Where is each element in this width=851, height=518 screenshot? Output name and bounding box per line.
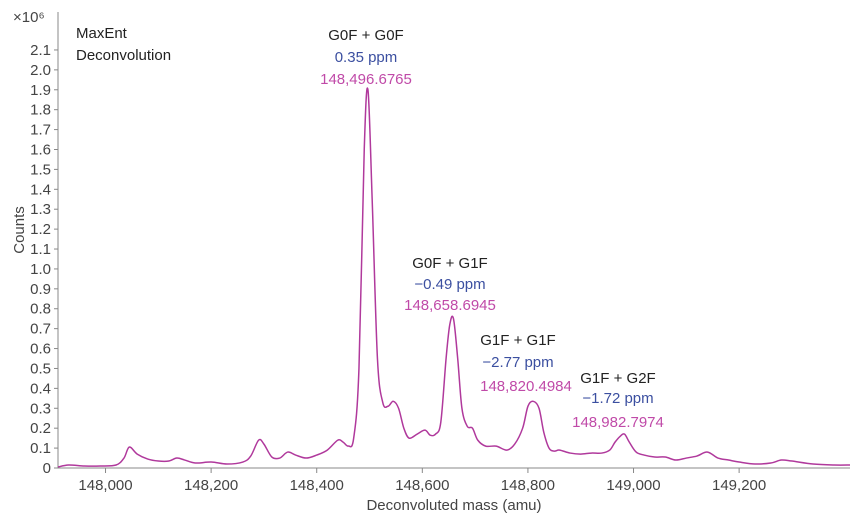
- inset-text-line-1: MaxEnt: [76, 25, 128, 42]
- y-tick-label: 1.0: [30, 261, 51, 278]
- peak-2-mass: 148,658.6945: [404, 297, 496, 314]
- x-tick-label: 149,000: [606, 477, 660, 494]
- peak-4-mass: 148,982.7974: [572, 414, 664, 431]
- peak-1-mass: 148,496.6765: [320, 71, 412, 88]
- peak-2-ppm: −0.49 ppm: [414, 276, 485, 293]
- peak-1-label: G0F + G0F: [328, 27, 403, 44]
- peak-annotation-2: G0F + G1F −0.49 ppm 148,658.6945: [404, 255, 496, 314]
- y-tick-label: 1.8: [30, 102, 51, 119]
- peak-4-label: G1F + G2F: [580, 370, 655, 387]
- peak-4-ppm: −1.72 ppm: [582, 390, 653, 407]
- y-tick-label: 0.6: [30, 341, 51, 358]
- y-tick-label: 0.1: [30, 440, 51, 457]
- y-tick-label: 0.2: [30, 420, 51, 437]
- x-axis-ticks: 148,000 148,200 148,400 148,600 148,800 149,0…: [78, 468, 766, 494]
- inset-text-line-2: Deconvolution: [76, 47, 171, 64]
- y-multiplier-label: ×10⁶: [13, 9, 45, 26]
- y-tick-label: 2.0: [30, 62, 51, 79]
- y-axis-title: Counts: [11, 206, 28, 254]
- y-tick-label: 0.7: [30, 321, 51, 338]
- y-tick-label: 0.8: [30, 301, 51, 318]
- peak-1-ppm: 0.35 ppm: [335, 49, 398, 66]
- x-tick-label: 148,000: [78, 477, 132, 494]
- x-tick-label: 148,800: [501, 477, 555, 494]
- y-axis-ticks: 0 0.1 0.2 0.3 0.4 0.5 0.6 0.7 0.8 0.9 1.0 1.1 1.2 1.3…: [30, 42, 58, 477]
- peak-3-label: G1F + G1F: [480, 332, 555, 349]
- y-tick-label: 1.4: [30, 181, 51, 198]
- peak-3-ppm: −2.77 ppm: [482, 354, 553, 371]
- x-tick-label: 148,400: [290, 477, 344, 494]
- peak-2-label: G0F + G1F: [412, 255, 487, 272]
- peak-annotation-3: G1F + G1F −2.77 ppm 148,820.4984: [480, 332, 572, 395]
- x-tick-label: 148,600: [395, 477, 449, 494]
- y-tick-label: 1.7: [30, 122, 51, 139]
- y-tick-label: 1.1: [30, 241, 51, 258]
- y-tick-label: 0.9: [30, 281, 51, 298]
- y-tick-label: 0.5: [30, 360, 51, 377]
- y-tick-label: 2.1: [30, 42, 51, 59]
- y-tick-label: 1.2: [30, 221, 51, 238]
- peak-annotation-1: G0F + G0F 0.35 ppm 148,496.6765: [320, 27, 412, 88]
- y-tick-label: 0: [43, 460, 51, 477]
- x-tick-label: 148,200: [184, 477, 238, 494]
- peak-annotation-4: G1F + G2F −1.72 ppm 148,982.7974: [572, 370, 664, 431]
- y-tick-label: 0.4: [30, 380, 51, 397]
- y-tick-label: 1.9: [30, 82, 51, 99]
- y-tick-label: 1.3: [30, 201, 51, 218]
- y-tick-label: 0.3: [30, 400, 51, 417]
- x-tick-label: 149,200: [712, 477, 766, 494]
- spectrum-series-line: [57, 87, 851, 468]
- peak-3-mass: 148,820.4984: [480, 378, 572, 395]
- y-tick-label: 1.5: [30, 161, 51, 178]
- x-axis-title: Deconvoluted mass (amu): [366, 497, 541, 514]
- y-tick-label: 1.6: [30, 141, 51, 158]
